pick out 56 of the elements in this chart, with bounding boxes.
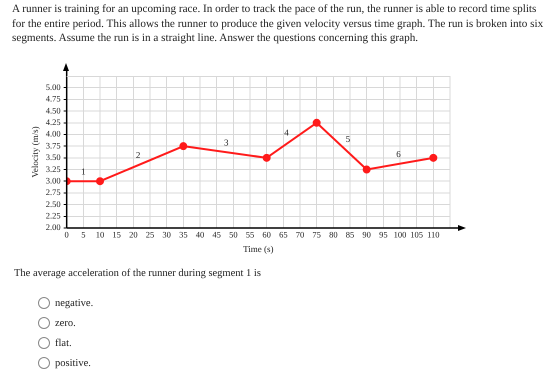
x-tick-label: 30 (162, 229, 171, 240)
text: flat. (55, 338, 72, 348)
y-tick-label: 4.75 (46, 94, 61, 104)
y-tick-label: 4.50 (46, 105, 61, 116)
annotation: 2 (136, 150, 140, 160)
x-tick-label: 5 (81, 229, 86, 240)
annotation: 5 (346, 134, 351, 144)
x-tick-label: 90 (362, 229, 371, 240)
point (179, 142, 188, 150)
x-tick-label: 100 (394, 229, 406, 240)
text: negative. (55, 298, 94, 308)
x-tick-label: 75 (312, 229, 321, 240)
annotation: 3 (224, 137, 230, 148)
annotation: 1 (81, 166, 86, 177)
y-tick-label: 2.00 (46, 222, 61, 232)
annotation: 6 (396, 149, 402, 160)
x-tick-label: 0 (64, 229, 69, 240)
x-tick-label: 55 (246, 229, 254, 240)
text: The average acceleration of the runner during segment 1 is (14, 268, 261, 279)
y-tick-label: 2.75 (46, 187, 61, 198)
point (429, 154, 438, 162)
x-tick-label: 85 (346, 229, 354, 240)
x-tick-label: 80 (329, 229, 338, 240)
y-tick-label: 4.00 (46, 128, 61, 139)
x-tick-label: 65 (279, 229, 288, 240)
y-tick-label: 2.25 (46, 210, 61, 221)
text: zero. (55, 318, 76, 328)
point (312, 118, 321, 127)
y-tick-label: 3.25 (46, 164, 61, 174)
x-tick-label: 60 (262, 229, 271, 240)
y-tick-label: 3.75 (46, 140, 61, 150)
x-axis-title: Time (s) (243, 244, 274, 254)
x-tick-label: 95 (379, 229, 388, 240)
x-tick-label: 25 (146, 229, 154, 240)
point (262, 154, 271, 162)
text: positive. (55, 358, 91, 368)
y-tick-label: 4.25 (46, 117, 61, 128)
x-tick-label: 70 (296, 229, 304, 240)
x-tick-label: 10 (96, 229, 104, 240)
x-tick-label: 105 (410, 229, 424, 240)
y-axis-title: Velocity (m/s) (30, 126, 40, 178)
point (96, 177, 104, 186)
x-tick-label: 45 (212, 229, 221, 240)
x-tick-label: 20 (129, 229, 138, 240)
x-tick-label: 15 (112, 229, 121, 240)
y-tick-label: 2.50 (46, 198, 61, 209)
x-tick-label: 40 (196, 229, 204, 240)
point (362, 166, 371, 174)
y-tick-label: 3.50 (46, 152, 61, 162)
y-tick-label: 3.00 (46, 175, 61, 186)
x-tick-label: 50 (229, 229, 238, 240)
annotation: 4 (284, 127, 290, 138)
y-tick-label: 5.00 (46, 82, 61, 92)
chart-title: A runner is training for an upcoming race. In order to track the pace of the run, the runner is able to record time splits for the entire period. This allows the runner to produce the given velocity versus time graph. The run is broken into six segments. Assume the run is in a straight line. Answer the questions concerning this graph. (12, 2, 544, 46)
x-tick-label: 35 (179, 229, 188, 240)
x-tick-label: 110 (427, 229, 440, 240)
